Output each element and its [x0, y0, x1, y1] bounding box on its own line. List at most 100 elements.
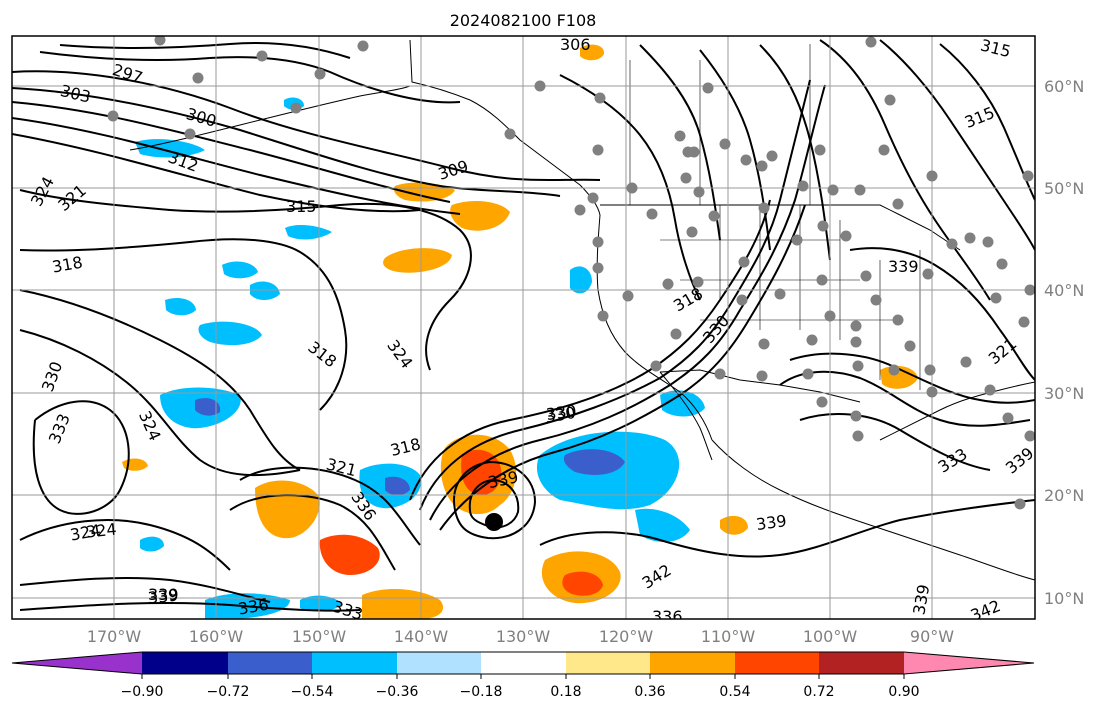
colorbar-tick-label: 0.90	[888, 684, 919, 700]
negative-anomaly-core	[195, 398, 221, 416]
lon-label: 130°W	[496, 627, 551, 646]
station-marker	[622, 290, 634, 302]
map-title: 2024082100 F108	[450, 11, 597, 30]
contour-line	[419, 79, 811, 511]
lon-label: 170°W	[87, 627, 142, 646]
station-marker	[852, 360, 864, 372]
lon-label: 100°W	[803, 627, 858, 646]
station-marker	[924, 364, 936, 376]
station-marker	[926, 170, 938, 182]
contour-line	[939, 43, 1035, 201]
contour-line	[19, 519, 231, 571]
lat-label: 20°N	[1044, 486, 1084, 505]
aleutian-arc	[129, 85, 411, 151]
contour-line	[239, 466, 421, 546]
latitude-labels: 60°N 50°N 40°N 30°N 20°N 10°N	[1044, 77, 1084, 608]
contour-label: 339	[755, 511, 788, 534]
station-marker	[806, 334, 818, 346]
colorbar-tick-label: −0.18	[460, 684, 503, 700]
contour-line	[468, 478, 520, 529]
storm-center-marker	[485, 513, 503, 531]
station-marker	[184, 128, 196, 140]
station-marker	[922, 268, 934, 280]
station-marker	[990, 292, 1002, 304]
station-marker	[756, 370, 768, 382]
contour-label: 336	[652, 607, 683, 626]
contour-line	[849, 247, 1035, 381]
station-marker	[850, 410, 862, 422]
lat-label: 50°N	[1044, 179, 1084, 198]
contour-label: 333	[330, 597, 365, 625]
contour-label: 306	[560, 35, 591, 54]
contour-line	[453, 460, 537, 540]
station-marker	[650, 360, 662, 372]
colorbar-tick-label: 0.18	[550, 684, 581, 700]
gulf-coast	[879, 381, 1035, 441]
station-marker	[1014, 498, 1026, 510]
contour-label: 339	[148, 585, 179, 604]
negative-anomaly-region	[140, 536, 164, 552]
colorbar-tick-label: −0.36	[376, 684, 419, 700]
negative-anomaly-region	[198, 321, 262, 346]
contour-label: 339	[147, 586, 179, 608]
contour-line	[19, 289, 301, 471]
station-marker	[774, 288, 786, 300]
colorbar-tick-label: −0.54	[291, 684, 334, 700]
station-marker	[290, 102, 302, 114]
station-marker	[1002, 412, 1014, 424]
station-marker	[852, 430, 864, 442]
station-marker	[740, 154, 752, 166]
station-marker	[865, 36, 877, 48]
contour-line	[59, 41, 351, 59]
negative-anomaly-core	[385, 476, 410, 496]
contour-line	[12, 133, 421, 213]
lat-label: 30°N	[1044, 384, 1084, 403]
contour-line	[229, 494, 396, 571]
station-marker	[592, 262, 604, 274]
station-marker	[662, 278, 674, 290]
colorbar-segment	[650, 652, 735, 674]
contour-label: 315	[286, 197, 317, 216]
station-marker	[680, 172, 692, 184]
negative-anomaly-region	[570, 266, 592, 294]
station-marker	[534, 80, 546, 92]
station-marker	[878, 144, 890, 156]
contour-line	[879, 39, 1035, 251]
lon-label: 150°W	[292, 627, 347, 646]
station-marker	[708, 210, 720, 222]
contour-line	[19, 238, 348, 411]
station-marker	[984, 384, 996, 396]
station-markers	[107, 36, 1035, 510]
positive-anomaly-region	[720, 515, 748, 535]
contour-line	[32, 400, 130, 515]
us-mexico-border	[659, 369, 861, 403]
station-marker	[797, 180, 809, 192]
contour-line	[539, 499, 1035, 558]
station-marker	[736, 294, 748, 306]
colorbar: −0.90 −0.72 −0.54 −0.36 −0.18 0.18 0.36 …	[11, 651, 1035, 700]
admin-borders	[629, 44, 921, 390]
station-marker	[904, 340, 916, 352]
negative-anomaly-region	[222, 261, 258, 279]
station-marker	[814, 144, 826, 156]
station-marker	[107, 110, 119, 122]
map-panel: 297 303 300 312 309 306 315 315 324 321 …	[12, 35, 1035, 626]
colorbar-ticks	[141, 674, 905, 679]
station-marker	[840, 230, 852, 242]
station-marker	[816, 396, 828, 408]
contour-label: 330	[545, 401, 578, 424]
station-marker	[860, 270, 872, 282]
colorbar-segment	[142, 652, 228, 674]
colorbar-segment	[566, 652, 650, 674]
station-marker	[964, 232, 976, 244]
lat-label: 60°N	[1044, 77, 1084, 96]
station-marker	[870, 294, 882, 306]
station-marker	[816, 274, 828, 286]
contour-line	[429, 84, 826, 521]
station-marker	[592, 236, 604, 248]
station-marker	[996, 258, 1008, 270]
station-marker	[574, 204, 586, 216]
station-marker	[817, 220, 829, 232]
contour-line	[19, 576, 271, 603]
